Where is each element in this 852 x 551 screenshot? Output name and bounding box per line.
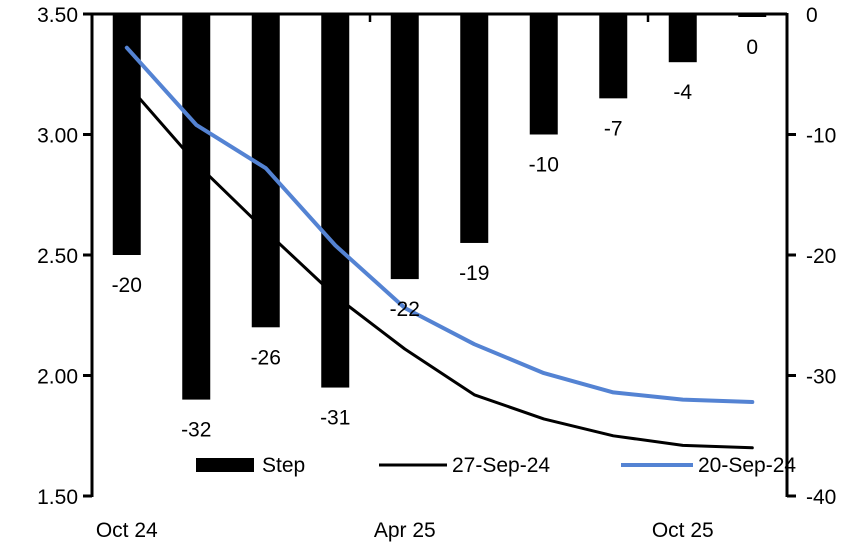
step-bar xyxy=(529,14,558,135)
bar-value-label: 0 xyxy=(746,36,758,59)
left-axis-tick-label: 3.50 xyxy=(37,4,78,27)
step-bar xyxy=(599,14,628,99)
bar-series-group xyxy=(112,14,767,400)
right-axis-tick-label: -10 xyxy=(806,125,836,148)
legend-label-27-sep-24: 27-Sep-24 xyxy=(452,454,550,477)
bar-value-label: -31 xyxy=(320,407,350,430)
line-20-sep-24 xyxy=(124,45,755,404)
legend-label-20-sep-24: 20-Sep-24 xyxy=(698,454,796,477)
bar-value-label: -19 xyxy=(459,262,489,285)
left-axis-tick-label: 2.50 xyxy=(37,245,78,268)
bar-value-label: -4 xyxy=(673,81,692,104)
bar-value-label: -26 xyxy=(251,346,281,369)
bar-value-label: -10 xyxy=(529,154,559,177)
line-series-group xyxy=(124,45,755,450)
x-axis-label: Oct 25 xyxy=(652,519,714,542)
legend-swatch-step xyxy=(196,458,254,472)
step-bar xyxy=(668,14,697,63)
bar-value-label: -32 xyxy=(181,419,211,442)
labels-group: -20-32-26-31-22-19-10-7-403.503.002.502.… xyxy=(37,4,836,542)
bar-value-label: -20 xyxy=(112,274,142,297)
right-axis-tick-label: -40 xyxy=(806,486,836,509)
step-bar xyxy=(390,14,419,280)
bar-value-label: -7 xyxy=(604,117,623,140)
bar-value-label: -22 xyxy=(390,298,420,321)
legend-label-step: Step xyxy=(262,454,305,477)
step-bar xyxy=(112,14,141,255)
right-axis-tick-label: 0 xyxy=(806,4,818,27)
axes-group xyxy=(83,12,796,498)
right-axis-tick-label: -20 xyxy=(806,245,836,268)
step-bar xyxy=(460,14,489,243)
left-axis-tick-label: 2.00 xyxy=(37,366,78,389)
x-axis-label: Apr 25 xyxy=(374,519,436,542)
step-bar xyxy=(321,14,350,388)
step-bar xyxy=(182,14,211,400)
right-axis-tick-label: -30 xyxy=(806,366,836,389)
line-27-sep-24 xyxy=(125,82,754,450)
left-axis-tick-label: 1.50 xyxy=(37,486,78,509)
legend-group: Step 27-Sep-24 20-Sep-24 xyxy=(196,454,796,477)
left-axis-tick-label: 3.00 xyxy=(37,125,78,148)
x-axis-label: Oct 24 xyxy=(96,519,158,542)
